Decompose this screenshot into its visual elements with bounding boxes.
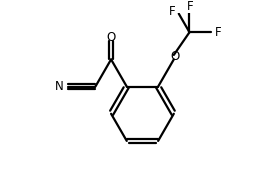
- Text: F: F: [169, 5, 175, 18]
- Text: F: F: [215, 26, 222, 39]
- Text: N: N: [55, 80, 64, 93]
- Text: F: F: [187, 0, 193, 13]
- Text: O: O: [107, 31, 116, 44]
- Text: O: O: [170, 50, 179, 63]
